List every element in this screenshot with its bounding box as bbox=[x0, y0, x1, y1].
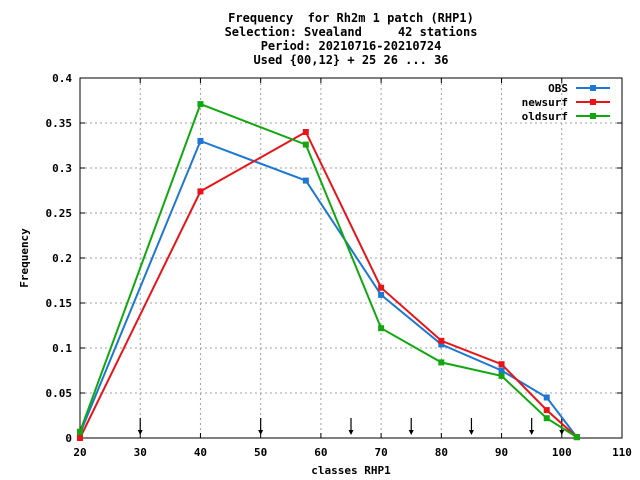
y-tick-label: 0.05 bbox=[46, 387, 73, 400]
title-line: Period: 20210716-20210724 bbox=[261, 39, 442, 53]
x-tick-label: 110 bbox=[612, 446, 632, 459]
data-point-OBS bbox=[543, 394, 550, 401]
legend-swatch-marker bbox=[590, 99, 596, 105]
data-point-newsurf bbox=[197, 188, 204, 195]
data-point-oldsurf bbox=[543, 415, 550, 422]
y-tick-label: 0.2 bbox=[52, 252, 72, 265]
y-tick-label: 0.3 bbox=[52, 162, 72, 175]
data-point-oldsurf bbox=[197, 101, 204, 108]
data-point-newsurf bbox=[77, 435, 83, 441]
y-tick-label: 0.35 bbox=[46, 117, 73, 130]
data-point-newsurf bbox=[302, 129, 309, 135]
x-tick-label: 60 bbox=[314, 446, 327, 459]
data-point-newsurf bbox=[378, 284, 385, 291]
y-tick-label: 0.1 bbox=[52, 342, 72, 355]
data-point-oldsurf bbox=[378, 325, 385, 332]
title-line: Frequency for Rh2m 1 patch (RHP1) bbox=[228, 11, 474, 25]
arrow-marker-head bbox=[468, 430, 474, 435]
y-tick-label: 0.15 bbox=[46, 297, 73, 310]
legend-swatch-marker bbox=[590, 113, 596, 119]
data-point-OBS bbox=[197, 138, 204, 144]
y-tick-label: 0.25 bbox=[46, 207, 73, 220]
arrow-marker-head bbox=[529, 430, 535, 435]
data-point-OBS bbox=[378, 291, 385, 298]
data-point-oldsurf bbox=[302, 141, 309, 148]
y-axis-label: Frequency bbox=[18, 228, 31, 288]
x-tick-label: 90 bbox=[495, 446, 508, 459]
data-point-newsurf bbox=[438, 337, 445, 344]
arrow-marker-head bbox=[137, 430, 143, 435]
arrow-marker-head bbox=[348, 430, 354, 435]
series-line-oldsurf bbox=[79, 102, 578, 438]
arrow-marker-head bbox=[258, 430, 264, 435]
data-point-oldsurf bbox=[498, 372, 505, 379]
x-tick-label: 80 bbox=[435, 446, 448, 459]
series-line-newsurf bbox=[79, 130, 578, 439]
data-point-newsurf bbox=[543, 407, 550, 414]
x-axis-ticks: 20 30 40 50 60 70 80 90 100 110 bbox=[73, 78, 632, 459]
x-axis-label: classes RHP1 bbox=[311, 464, 391, 477]
x-tick-label: 70 bbox=[374, 446, 387, 459]
chart-title: Frequency for Rh2m 1 patch (RHP1)Selecti… bbox=[225, 11, 478, 67]
x-tick-label: 30 bbox=[134, 446, 147, 459]
x-tick-label: 50 bbox=[254, 446, 267, 459]
grid-lines bbox=[80, 78, 622, 438]
legend-label: OBS bbox=[548, 82, 568, 95]
data-point-oldsurf bbox=[77, 428, 83, 435]
x-tick-label: 100 bbox=[552, 446, 572, 459]
legend-label: oldsurf bbox=[522, 110, 568, 123]
y-tick-label: 0 bbox=[65, 432, 72, 445]
title-line: Selection: Svealand 42 stations bbox=[225, 25, 478, 39]
data-point-OBS bbox=[438, 341, 445, 348]
arrow-markers bbox=[137, 418, 565, 435]
x-tick-label: 40 bbox=[194, 446, 207, 459]
series-line-OBS bbox=[79, 139, 578, 438]
arrow-marker-head bbox=[559, 430, 565, 435]
data-point-oldsurf bbox=[438, 359, 445, 366]
data-point-newsurf bbox=[498, 361, 505, 368]
y-axis-ticks: 0 0.05 0.1 0.15 0.2 0.25 0.3 0.35 0.4 bbox=[46, 72, 622, 445]
legend-label: newsurf bbox=[522, 96, 568, 109]
title-line: Used {00,12} + 25 26 ... 36 bbox=[253, 53, 448, 67]
x-tick-label: 20 bbox=[73, 446, 86, 459]
data-point-oldsurf bbox=[573, 434, 580, 441]
data-point-OBS bbox=[302, 177, 309, 184]
data-series bbox=[77, 101, 580, 441]
arrow-marker-head bbox=[408, 430, 414, 435]
legend-swatch-marker bbox=[590, 85, 596, 91]
y-tick-label: 0.4 bbox=[52, 72, 72, 85]
data-point-OBS bbox=[498, 367, 505, 374]
